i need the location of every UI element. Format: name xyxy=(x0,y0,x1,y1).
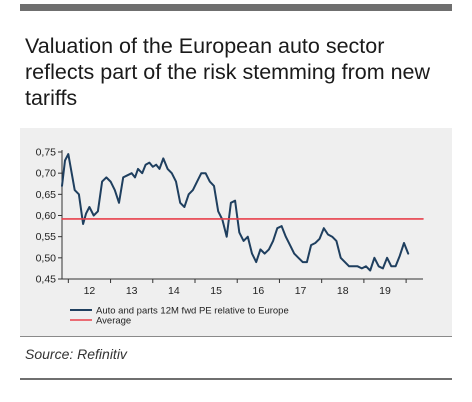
x-tick-label: 16 xyxy=(252,285,264,297)
y-tick-label: 0,70 xyxy=(36,168,57,180)
x-tick-label: 14 xyxy=(168,285,180,297)
header-rule xyxy=(20,4,452,11)
y-tick-label: 0,60 xyxy=(36,210,57,222)
x-axis: 12 13 14 15 16 17 18 19 xyxy=(62,278,423,297)
chart-title: Valuation of the European auto sector re… xyxy=(25,34,431,110)
legend-label-auto-pe: Auto and parts 12M fwd PE relative to Eu… xyxy=(96,306,289,317)
chart-panel xyxy=(20,128,452,336)
chart-divider xyxy=(20,336,452,337)
source-note: Source: Refinitiv xyxy=(25,346,127,362)
x-tick-label: 18 xyxy=(337,285,349,297)
y-axis: 0,45 0,50 0,55 0,60 0,65 0,70 0,75 xyxy=(36,147,63,286)
y-tick-label: 0,50 xyxy=(36,252,57,264)
x-tick-label: 19 xyxy=(379,285,391,297)
plot-area xyxy=(61,153,424,272)
x-tick-label: 13 xyxy=(126,285,138,297)
legend-label-average: Average xyxy=(96,316,131,327)
y-tick-label: 0,55 xyxy=(36,231,57,243)
y-tick-label: 0,45 xyxy=(36,274,57,286)
footer-rule xyxy=(20,378,452,380)
x-tick-label: 17 xyxy=(295,285,307,297)
x-tick-label: 15 xyxy=(210,285,222,297)
y-tick-label: 0,75 xyxy=(36,147,57,159)
series-line-auto-pe xyxy=(61,153,410,272)
legend: Auto and parts 12M fwd PE relative to Eu… xyxy=(70,306,289,327)
line-chart: 0,450,500,550,600,650,700,75 12 13 14 15 16 1… xyxy=(36,147,424,327)
y-tick-label: 0,65 xyxy=(36,189,57,201)
x-tick-label: 12 xyxy=(84,285,96,297)
